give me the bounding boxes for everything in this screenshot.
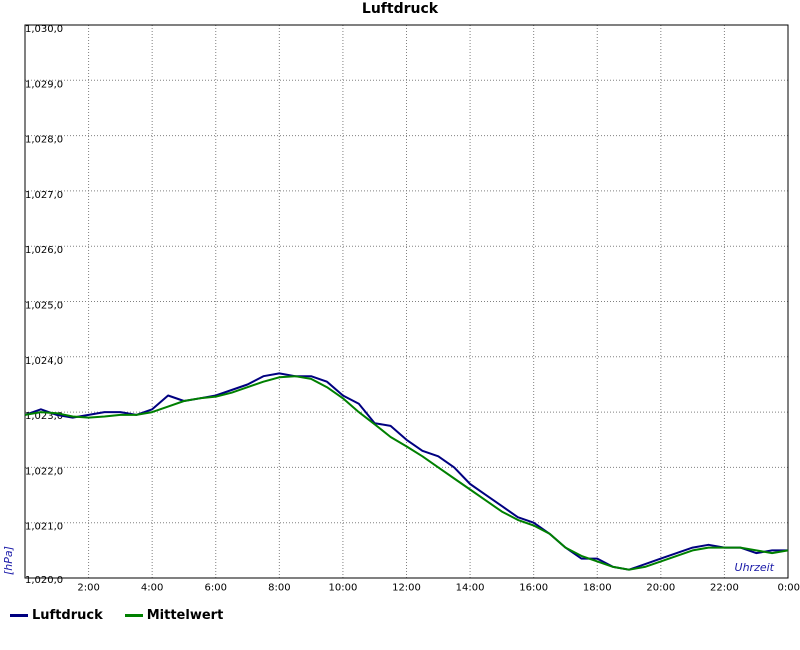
legend-item-luftdruck: Luftdruck [10, 608, 103, 623]
y-tick-label: 1,026,0 [25, 245, 63, 256]
y-tick-label: 1,021,0 [25, 522, 63, 533]
x-axis-ticks: 2:00 4:00 6:00 8:00 10:00 12:00 14:00 16:00 18:0… [77, 582, 800, 593]
y-tick-label: 1,027,0 [25, 190, 63, 201]
x-tick-label: 14:00 [456, 582, 485, 593]
legend-label: Luftdruck [32, 608, 103, 623]
y-tick-label: 1,022,0 [25, 466, 63, 477]
x-tick-label: 22:00 [710, 582, 739, 593]
legend-swatch [10, 614, 28, 617]
series-line-mittelwert [24, 375, 789, 571]
legend-label: Mittelwert [146, 608, 224, 623]
y-tick-label: 1,028,0 [25, 135, 63, 146]
legend: Luftdruck Mittelwert [10, 608, 223, 623]
x-tick-label: 8:00 [268, 582, 290, 593]
chart-title: Luftdruck [362, 1, 439, 17]
x-tick-label: 10:00 [329, 582, 358, 593]
series-line-luftdruck [24, 372, 788, 571]
x-tick-label: 18:00 [583, 582, 612, 593]
y-tick-label: 1,024,0 [25, 356, 63, 367]
plot-frame [24, 24, 789, 579]
y-axis-ticks: 1,020,0 1,021,0 1,022,0 1,023,0 1,024,0 1,025… [25, 24, 63, 586]
y-tick-label: 1,029,0 [25, 79, 63, 90]
y-tick-label: 1,030,0 [25, 24, 63, 35]
x-tick-label: 16:00 [519, 582, 548, 593]
series-lines [24, 372, 789, 571]
x-tick-label: 4:00 [141, 582, 163, 593]
y-tick-label: 1,023,0 [25, 411, 63, 422]
x-tick-label: 0:00 [778, 582, 800, 593]
legend-swatch [124, 614, 143, 617]
y-tick-label: 1,020,0 [25, 575, 63, 586]
y-axis-label: [hPa] [2, 546, 15, 575]
x-tick-label: 6:00 [205, 582, 227, 593]
grid [25, 25, 788, 578]
legend-item-mittelwert: Mittelwert [124, 608, 224, 623]
x-tick-label: 12:00 [392, 582, 421, 593]
x-axis-label: Uhrzeit [735, 561, 775, 574]
y-tick-label: 1,025,0 [25, 301, 63, 312]
x-tick-label: 20:00 [646, 582, 675, 593]
x-tick-label: 2:00 [77, 582, 99, 593]
